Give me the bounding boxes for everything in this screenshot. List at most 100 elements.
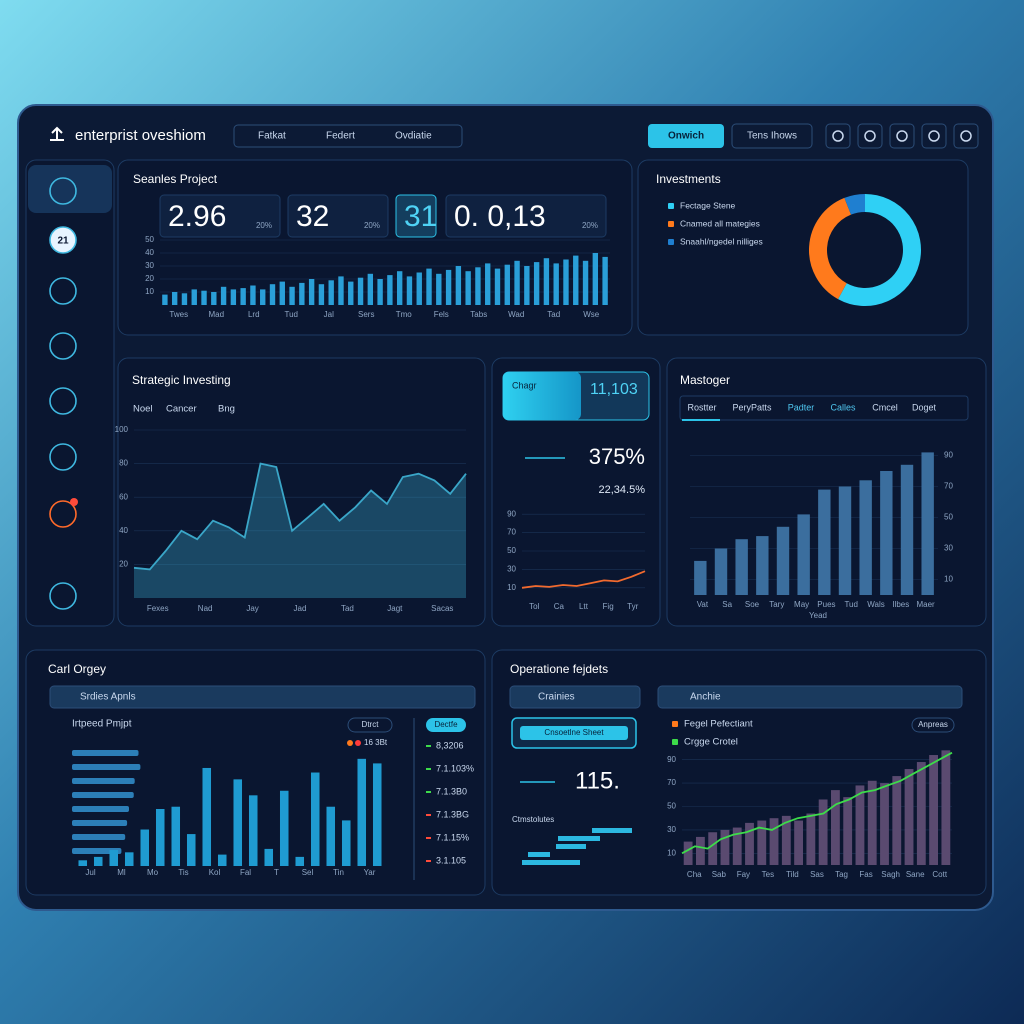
tab[interactable]: Fatkat	[258, 131, 286, 142]
bar	[757, 820, 767, 865]
bar	[295, 856, 305, 866]
bar	[186, 834, 196, 866]
kpi-note: 20%	[256, 221, 272, 230]
tab[interactable]: Noel	[133, 404, 153, 415]
nav-icon[interactable]	[49, 582, 77, 610]
bar	[260, 289, 266, 305]
tab[interactable]: PeryPatts	[732, 402, 772, 412]
nav-icon[interactable]	[49, 387, 77, 415]
x-tick-label: Maer	[916, 600, 935, 609]
y-tick-label: 70	[667, 778, 676, 787]
x-tick-label: Ml	[117, 868, 126, 877]
hbar	[72, 848, 122, 854]
line	[681, 751, 953, 855]
x-tick-label: Tis	[178, 868, 188, 877]
icon-button[interactable]	[889, 123, 915, 149]
tab[interactable]: Doget	[912, 402, 937, 412]
bar	[855, 785, 865, 865]
secondary-button[interactable]	[731, 123, 813, 149]
line	[521, 570, 646, 589]
icon	[928, 130, 940, 142]
icon	[832, 130, 844, 142]
icon-button[interactable]	[953, 123, 979, 149]
nav-icon[interactable]	[49, 500, 77, 528]
legend-label: 16 3Bt	[364, 738, 388, 747]
gantt-bar	[528, 852, 550, 857]
bar	[859, 480, 872, 595]
bar	[124, 852, 134, 866]
x-tick-label: Cha	[687, 870, 702, 879]
x-tick-label: Wad	[508, 310, 524, 319]
legend-label: Cnamed all mategies	[680, 218, 760, 228]
bar	[140, 829, 150, 866]
bar	[264, 848, 274, 866]
kpi-value: 0. 0,13	[454, 200, 546, 233]
x-tick-label: Tud	[844, 600, 858, 609]
hbar	[72, 764, 141, 770]
bar	[929, 755, 939, 865]
tab[interactable]: Rostter	[687, 402, 716, 412]
bar	[406, 276, 413, 305]
nav-icon[interactable]	[49, 277, 77, 305]
dropdown[interactable]	[509, 685, 641, 709]
bar	[78, 860, 88, 866]
dropdown-label: Crainies	[538, 692, 575, 703]
y-tick-label: 50	[667, 802, 676, 811]
dropdown[interactable]	[657, 685, 963, 709]
kpi-box	[287, 194, 389, 238]
x-tick-label: Pues	[817, 600, 835, 609]
list-value: 8,3206	[436, 740, 464, 750]
bar	[341, 820, 351, 866]
primary-button[interactable]	[648, 124, 724, 148]
tab[interactable]: Cmcel	[872, 402, 898, 412]
logo-icon	[50, 126, 64, 141]
x-tick-label: T	[274, 868, 279, 877]
bar	[308, 279, 315, 305]
y-tick-label: 60	[119, 492, 128, 501]
x-tick-label: Fal	[240, 868, 251, 877]
bar	[794, 820, 804, 865]
y-tick-label: 30	[667, 825, 676, 834]
icon-button[interactable]	[825, 123, 851, 149]
bar	[514, 260, 520, 305]
tab[interactable]: Ovdiatie	[395, 131, 432, 142]
donut-segment	[838, 194, 921, 306]
button-label: Onwich	[668, 131, 704, 142]
hbar	[72, 750, 139, 756]
button-label: Cnsoetlne Sheet	[544, 728, 604, 737]
bar	[357, 758, 367, 866]
bar	[171, 292, 178, 305]
x-tick-label: Vat	[697, 600, 709, 609]
nav-icon[interactable]	[49, 177, 77, 205]
bar	[735, 539, 748, 595]
bar	[217, 854, 227, 866]
x-tick-label: Wals	[867, 600, 884, 609]
label: Ctmstolutes	[512, 815, 554, 824]
x-tick-label: Tary	[769, 600, 784, 609]
tab[interactable]: Padter	[788, 402, 815, 412]
nav-icon[interactable]	[49, 332, 77, 360]
bar	[720, 829, 730, 865]
tab[interactable]: Cancer	[166, 404, 197, 415]
nav-icon[interactable]	[49, 226, 77, 254]
bar	[248, 795, 258, 866]
dropdown[interactable]	[49, 685, 476, 709]
bar	[797, 514, 810, 595]
icon-button[interactable]	[921, 123, 947, 149]
tab[interactable]: Calles	[830, 402, 856, 412]
nav-icon[interactable]	[49, 443, 77, 471]
tab[interactable]: Bng	[218, 404, 235, 415]
icon-button[interactable]	[857, 123, 883, 149]
bar	[250, 285, 256, 305]
bar	[338, 276, 344, 305]
bar	[181, 293, 188, 305]
bar	[372, 763, 382, 866]
icon	[960, 130, 972, 142]
x-tick-label: Tol	[529, 602, 539, 611]
tab[interactable]: Federt	[326, 131, 355, 142]
bar	[93, 856, 103, 866]
list-marker	[426, 814, 431, 816]
bar	[279, 281, 285, 305]
x-tick-label: Tmo	[396, 310, 413, 319]
bar	[916, 762, 926, 865]
